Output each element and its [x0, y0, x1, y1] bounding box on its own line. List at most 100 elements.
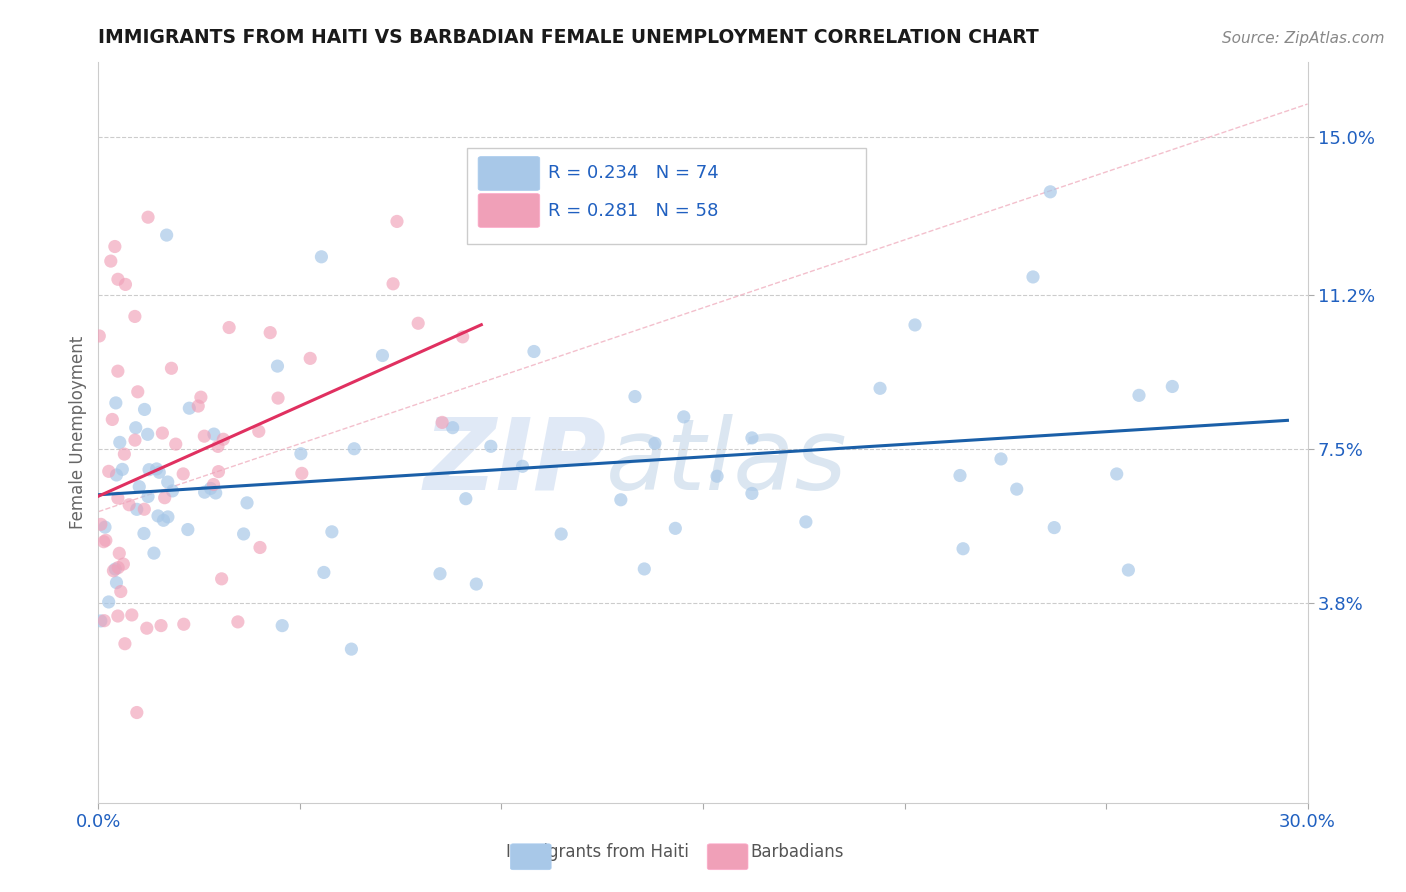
Point — [512, 459, 534, 474]
Point — [633, 562, 655, 576]
Point — [108, 546, 131, 560]
Point — [465, 577, 488, 591]
Point — [177, 523, 200, 537]
Point — [94, 533, 117, 548]
Point — [430, 416, 453, 430]
Point — [156, 228, 179, 243]
Point — [741, 486, 763, 500]
Point — [385, 214, 408, 228]
Point — [100, 254, 122, 268]
Point — [125, 502, 148, 516]
Point — [148, 465, 170, 479]
Text: Barbadians: Barbadians — [749, 843, 844, 861]
Point — [672, 409, 695, 424]
Point — [103, 564, 125, 578]
Point — [173, 617, 195, 632]
Point — [321, 524, 343, 539]
Point — [267, 391, 290, 405]
Point — [1005, 482, 1028, 496]
Point — [121, 607, 143, 622]
Point — [247, 425, 270, 439]
Point — [202, 427, 225, 442]
Point — [104, 562, 127, 576]
Point — [93, 534, 115, 549]
Point — [1105, 467, 1128, 481]
Point — [125, 421, 148, 435]
Point — [125, 706, 148, 720]
Point — [114, 637, 136, 651]
Point — [212, 432, 235, 446]
Point — [112, 557, 135, 571]
Point — [138, 463, 160, 477]
Point — [142, 546, 165, 560]
Point — [94, 520, 117, 534]
Point — [187, 399, 209, 413]
Point — [371, 349, 394, 363]
Point — [207, 465, 229, 479]
Point — [624, 390, 647, 404]
Point — [952, 541, 974, 556]
Point — [382, 277, 405, 291]
Point — [451, 330, 474, 344]
Point — [299, 351, 322, 366]
Point — [124, 433, 146, 447]
FancyBboxPatch shape — [478, 156, 540, 191]
Point — [179, 401, 201, 416]
Point — [218, 320, 240, 334]
Point — [105, 575, 128, 590]
Point — [97, 595, 120, 609]
Point — [249, 541, 271, 555]
Point — [114, 277, 136, 292]
Point — [207, 439, 229, 453]
Point — [454, 491, 477, 506]
Y-axis label: Female Unemployment: Female Unemployment — [69, 336, 87, 529]
Point — [165, 437, 187, 451]
Point — [160, 361, 183, 376]
Point — [194, 485, 217, 500]
Point — [869, 381, 891, 395]
Point — [523, 344, 546, 359]
Point — [266, 359, 288, 373]
Point — [706, 469, 728, 483]
Point — [172, 467, 194, 481]
Text: atlas: atlas — [606, 414, 848, 511]
Point — [479, 439, 502, 453]
Point — [156, 510, 179, 524]
Point — [111, 462, 134, 476]
Point — [128, 480, 150, 494]
Point — [226, 615, 249, 629]
Point — [150, 618, 173, 632]
Point — [134, 402, 156, 417]
Point — [136, 211, 159, 225]
Point — [108, 435, 131, 450]
Point — [135, 621, 157, 635]
Point — [271, 618, 294, 632]
Point — [311, 250, 333, 264]
Point — [232, 527, 254, 541]
Point — [124, 310, 146, 324]
Text: R = 0.281   N = 58: R = 0.281 N = 58 — [548, 202, 718, 219]
Point — [134, 502, 156, 516]
Point — [794, 515, 817, 529]
FancyBboxPatch shape — [478, 194, 540, 227]
Point — [1128, 388, 1150, 402]
Point — [146, 508, 169, 523]
Point — [97, 464, 120, 478]
Point — [340, 642, 363, 657]
Point — [190, 390, 212, 404]
Point — [118, 498, 141, 512]
Point — [136, 490, 159, 504]
Point — [290, 447, 312, 461]
Point — [259, 326, 281, 340]
Point — [132, 526, 155, 541]
Point — [1118, 563, 1140, 577]
Text: Source: ZipAtlas.com: Source: ZipAtlas.com — [1222, 31, 1385, 46]
Point — [107, 491, 129, 505]
Point — [107, 272, 129, 286]
Text: R = 0.234   N = 74: R = 0.234 N = 74 — [548, 164, 718, 183]
Point — [904, 318, 927, 332]
Point — [104, 239, 127, 253]
FancyBboxPatch shape — [467, 147, 866, 244]
Point — [204, 486, 226, 500]
Text: ZIP: ZIP — [423, 414, 606, 511]
